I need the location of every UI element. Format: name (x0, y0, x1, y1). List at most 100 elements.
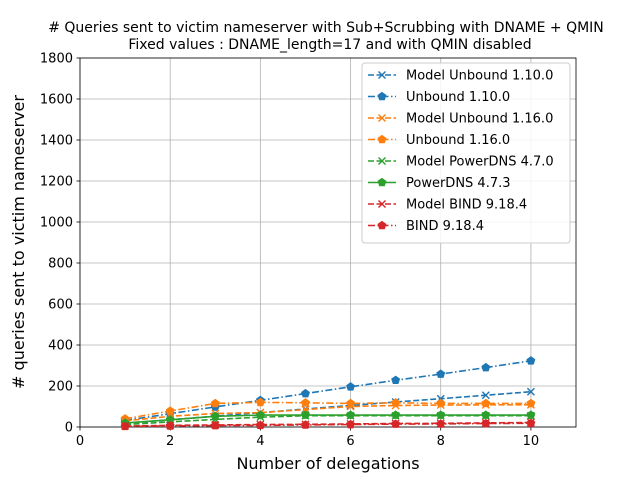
data-point (346, 410, 356, 419)
y-tick-label: 1000 (40, 216, 73, 231)
legend-entry: PowerDNS 4.7.3 (368, 176, 511, 191)
x-marker-stroke (526, 387, 535, 396)
data-point (391, 375, 401, 385)
data-point (210, 411, 220, 421)
data-point (346, 419, 356, 429)
data-point (526, 356, 536, 365)
y-tick-label: 1400 (40, 134, 73, 149)
x-tick-label: 0 (76, 434, 84, 449)
legend-entry: BIND 9.18.4 (368, 219, 484, 234)
x-tick-label: 4 (256, 434, 264, 449)
legend-marker (377, 177, 387, 187)
data-point (481, 398, 491, 408)
chart-title: # Queries sent to victim nameserver with… (48, 20, 604, 36)
series-0 (121, 387, 535, 428)
data-point (255, 410, 265, 419)
data-point (301, 405, 310, 414)
legend-label: Unbound 1.16.0 (406, 133, 510, 148)
data-point (526, 410, 536, 419)
axes: 0 2 4 6 8 10 0 200 400 600 800 1000 1200 1400 1600 1800 (40, 52, 577, 449)
legend-entry: Model Unbound 1.16.0 (368, 112, 553, 127)
data-point (346, 398, 356, 408)
x-tick-label: 2 (166, 434, 174, 449)
legend-entry: Unbound 1.16.0 (368, 133, 510, 148)
y-tick-label: 1200 (40, 175, 73, 190)
series-line (125, 422, 531, 428)
data-point (165, 421, 175, 430)
y-tick-label: 400 (48, 339, 73, 354)
legend-label: Model Unbound 1.16.0 (406, 112, 553, 127)
data-point (436, 398, 446, 408)
data-point (255, 420, 265, 430)
data-point (436, 419, 446, 428)
data-point (210, 420, 220, 430)
legend-label: BIND 9.18.4 (406, 219, 484, 234)
chart-subtitle: Fixed values : DNAME_length=17 and with … (128, 37, 531, 53)
x-tick-label: 6 (346, 434, 354, 449)
data-point (391, 398, 401, 407)
series-7 (120, 418, 536, 431)
data-point (436, 369, 446, 378)
series-line (125, 414, 531, 424)
legend-label: Model BIND 9.18.4 (406, 198, 527, 213)
data-point (391, 419, 401, 428)
legend-marker (378, 157, 386, 165)
legend-marker (377, 220, 387, 230)
data-point (436, 410, 446, 419)
y-tick-label: 800 (48, 257, 73, 272)
data-point (300, 410, 310, 419)
data-point (165, 406, 175, 415)
legend-marker (378, 71, 386, 79)
y-axis-label: # queries sent to victim nameserver (9, 95, 28, 389)
series-line (124, 401, 531, 420)
series-line (124, 359, 532, 422)
data-point (346, 382, 356, 391)
y-tick-label: 1800 (40, 52, 73, 67)
legend-label: Unbound 1.10.0 (406, 90, 510, 105)
series-2 (121, 400, 535, 425)
data-point (391, 410, 401, 419)
x-marker-stroke (481, 391, 490, 400)
y-tick-label: 600 (48, 298, 73, 313)
series-3 (120, 397, 536, 423)
y-tick-label: 0 (65, 421, 73, 436)
data-point (526, 387, 535, 396)
legend-entry: Model Unbound 1.10.0 (368, 69, 553, 84)
data-point (210, 398, 220, 408)
legend-label: PowerDNS 4.7.3 (406, 176, 511, 191)
data-point (481, 362, 491, 372)
legend-entry: Model BIND 9.18.4 (368, 198, 527, 213)
x-tick-label: 8 (437, 434, 445, 449)
legend-label: Model PowerDNS 4.7.0 (406, 155, 554, 170)
legend-box (361, 62, 571, 244)
series-group (120, 356, 536, 431)
x-marker-stroke (378, 157, 386, 165)
legend-label: Model Unbound 1.10.0 (406, 69, 553, 84)
data-point (300, 388, 310, 398)
series-5 (120, 410, 536, 427)
legend-marker (377, 91, 387, 101)
y-tick-label: 200 (48, 380, 73, 395)
x-marker-stroke (378, 200, 386, 208)
data-point (481, 410, 491, 419)
data-point (481, 391, 490, 400)
series-1 (120, 356, 536, 425)
y-tick-label: 1600 (40, 93, 73, 108)
legend-entry: Unbound 1.10.0 (368, 90, 510, 105)
data-point (255, 397, 265, 407)
data-point (300, 420, 310, 429)
x-axis-label: Number of delegations (236, 454, 419, 473)
legend-marker (377, 134, 387, 144)
legend-entry: Model PowerDNS 4.7.0 (368, 155, 554, 170)
data-point (526, 418, 536, 428)
data-point (481, 418, 491, 428)
x-marker-stroke (378, 71, 386, 79)
x-marker-stroke (378, 114, 386, 122)
plot-frame (79, 57, 577, 428)
legend-marker (378, 114, 386, 122)
x-tick-label: 10 (523, 434, 540, 449)
x-marker-stroke (301, 405, 310, 414)
data-point (300, 398, 310, 407)
